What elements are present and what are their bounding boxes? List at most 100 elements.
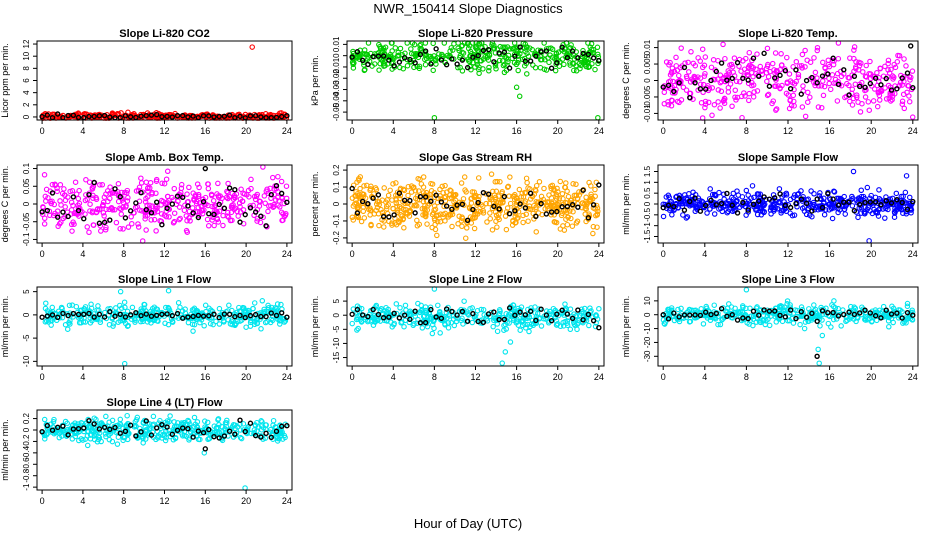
plot-frame (36, 409, 293, 491)
data-point (773, 319, 780, 325)
data-point (441, 203, 447, 210)
data-point (107, 308, 113, 315)
data-point (872, 199, 879, 205)
data-point (211, 311, 217, 317)
data-point (361, 67, 368, 74)
data-point (358, 218, 365, 225)
data-point (127, 114, 134, 120)
x-tick-label: 24 (282, 126, 292, 136)
data-point (518, 319, 525, 325)
data-point (166, 214, 172, 220)
data-point (596, 324, 602, 331)
data-point (790, 64, 796, 70)
data-point (783, 192, 790, 198)
data-point (401, 312, 408, 318)
data-point (432, 226, 439, 233)
data-point (280, 436, 286, 442)
data-point (809, 74, 815, 81)
data-point (688, 49, 694, 55)
data-point (195, 436, 202, 443)
x-tick-label: 20 (866, 126, 876, 136)
y-axis-label: ml/min per min. (310, 296, 320, 358)
data-point (447, 187, 453, 193)
data-point (708, 197, 714, 204)
data-point (724, 190, 730, 197)
data-point (148, 112, 155, 118)
data-point (678, 305, 684, 312)
y-tick-label: -10 (643, 322, 652, 334)
data-point (486, 64, 492, 71)
data-point (247, 205, 254, 211)
data-point (492, 209, 499, 215)
data-point (756, 73, 762, 79)
x-tick-label: 16 (825, 249, 835, 259)
data-point (798, 196, 804, 202)
data-point (819, 78, 826, 84)
data-point (258, 326, 264, 332)
data-point (398, 212, 404, 218)
data-point (676, 77, 683, 84)
data-point (218, 436, 225, 442)
data-point (370, 306, 376, 313)
data-point (564, 55, 571, 61)
data-point (709, 85, 715, 91)
data-point (62, 418, 69, 425)
data-point (504, 184, 511, 190)
data-point (867, 310, 874, 316)
data-point (237, 113, 243, 120)
data-point (888, 66, 894, 73)
data-point (48, 322, 54, 328)
data-point (683, 215, 690, 221)
data-point (262, 308, 268, 315)
data-point (805, 205, 812, 212)
data-point (697, 81, 704, 87)
data-point (769, 60, 776, 67)
data-point (733, 198, 740, 204)
data-point (433, 46, 439, 52)
y-tick-label: 10 (22, 51, 31, 60)
data-point (527, 308, 534, 315)
data-point (353, 316, 360, 323)
data-point (567, 60, 573, 66)
data-point (729, 194, 735, 201)
outlier-point (816, 360, 822, 366)
data-point (533, 188, 539, 194)
data-point (522, 312, 529, 318)
data-point (273, 433, 280, 440)
data-point (412, 53, 419, 59)
data-point (142, 424, 148, 431)
data-point (507, 174, 513, 180)
data-point (190, 313, 196, 320)
data-point (754, 88, 761, 94)
data-point (512, 312, 518, 318)
data-point (893, 190, 900, 197)
data-point (768, 211, 774, 217)
data-point (707, 186, 713, 192)
data-point (438, 196, 444, 202)
data-point (744, 69, 750, 75)
data-point (494, 178, 500, 185)
data-point (459, 308, 466, 315)
outlier-point (814, 353, 820, 359)
data-point (232, 431, 238, 437)
data-point (819, 308, 826, 314)
data-point (437, 308, 443, 315)
data-point (748, 195, 754, 201)
data-point (185, 426, 191, 432)
x-tick-label: 0 (40, 126, 45, 136)
data-point (412, 60, 418, 66)
data-point (756, 195, 762, 201)
data-point (273, 183, 280, 189)
data-points (39, 44, 290, 121)
data-point (464, 318, 471, 324)
y-tick-label: 5 (22, 289, 31, 294)
data-point (491, 192, 498, 198)
data-point (595, 51, 601, 58)
data-point (148, 313, 155, 319)
data-point (875, 213, 882, 219)
data-point (746, 90, 752, 97)
data-point (153, 436, 159, 443)
data-point (894, 86, 900, 92)
y-tick-label: 0 (22, 201, 31, 206)
